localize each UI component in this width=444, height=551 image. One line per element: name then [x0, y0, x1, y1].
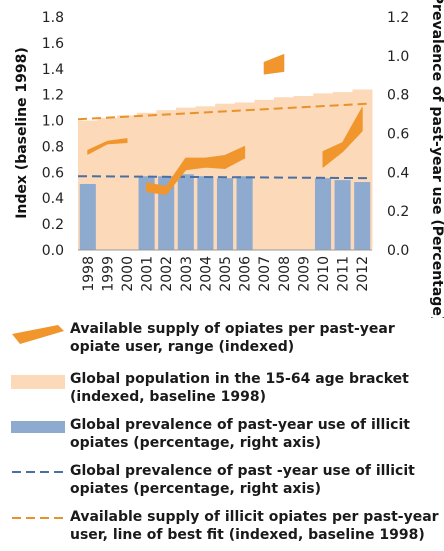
left-tick-1.8: 1.8	[42, 10, 64, 26]
legend-swatch-prevalence-line	[10, 463, 68, 483]
x-tick-2005: 2005	[218, 256, 234, 292]
prevalence-bar-2004	[197, 176, 213, 250]
legend-swatch-supply-range	[10, 322, 66, 346]
population-bar-2000	[117, 115, 137, 250]
right-tick-0.8: 0.8	[387, 88, 409, 104]
right-tick-0.4: 0.4	[387, 165, 409, 181]
prevalence-bar-2005	[217, 178, 233, 250]
prevalence-bar-2003	[178, 174, 194, 250]
x-tick-2000: 2000	[120, 256, 136, 292]
left-tick-0.4: 0.4	[42, 191, 64, 207]
prevalence-bar-2006	[237, 176, 253, 250]
left-tick-0.6: 0.6	[42, 165, 64, 181]
x-tick-2007: 2007	[257, 256, 273, 292]
x-tick-2002: 2002	[159, 256, 175, 292]
legend-label-prevalence-bars: Global prevalence of past-year use of il…	[70, 416, 442, 452]
population-bar-2008	[274, 97, 294, 250]
legend-swatch-trend-line	[10, 509, 68, 529]
x-tick-2008: 2008	[277, 256, 293, 292]
legend-label-supply-range: Available supply of opiates per past-yea…	[70, 320, 442, 356]
left-tick-0.8: 0.8	[42, 139, 64, 155]
prevalence-bar-2011	[335, 180, 351, 250]
x-tick-2001: 2001	[140, 256, 156, 292]
population-bar-2009	[294, 96, 314, 250]
supply-range-band-3	[264, 55, 284, 74]
x-tick-2011: 2011	[336, 256, 352, 292]
x-tick-2010: 2010	[316, 256, 332, 292]
left-axis-title: Index (baseline 1998)	[14, 47, 30, 219]
right-tick-0.6: 0.6	[387, 127, 409, 143]
prevalence-bar-2010	[315, 178, 331, 250]
legend-label-prevalence-line: Global prevalence of past -year use of i…	[70, 462, 442, 498]
x-tick-1999: 1999	[100, 256, 116, 292]
x-tick-2009: 2009	[296, 256, 312, 292]
left-tick-0.2: 0.2	[42, 217, 64, 233]
x-tick-2012: 2012	[355, 256, 371, 292]
left-tick-1.2: 1.2	[42, 88, 64, 104]
legend-label-population: Global population in the 15-64 age brack…	[70, 370, 442, 406]
legend-label-trend-line: Available supply of illicit opiates per …	[70, 508, 442, 544]
left-tick-1.0: 1.0	[42, 114, 64, 130]
population-bar-1999	[98, 118, 118, 250]
prevalence-bar-1998	[80, 184, 96, 250]
right-axis-title: Prevalence of past-year use (Percentage)	[429, 0, 444, 318]
x-tick-2006: 2006	[238, 256, 254, 292]
chart: 0.0 0.2 0.4 0.6 0.8 1.0 1.2 1.4 1.6 1.8 0.0 0.2 0.4 0…	[0, 0, 444, 318]
right-tick-0.0: 0.0	[387, 243, 409, 259]
prevalence-bar-2012	[354, 182, 370, 250]
population-bar-2007	[254, 100, 274, 250]
left-tick-1.4: 1.4	[42, 62, 64, 78]
left-tick-1.6: 1.6	[42, 36, 64, 52]
legend-swatch-population	[10, 373, 66, 393]
legend-swatch-prevalence-bars	[10, 419, 66, 439]
x-tick-2003: 2003	[179, 256, 195, 292]
right-tick-1.0: 1.0	[387, 49, 409, 65]
right-tick-1.2: 1.2	[387, 10, 409, 26]
x-tick-2004: 2004	[198, 256, 214, 292]
x-tick-1998: 1998	[81, 256, 97, 292]
right-tick-0.2: 0.2	[387, 204, 409, 220]
left-tick-0.0: 0.0	[42, 243, 64, 259]
